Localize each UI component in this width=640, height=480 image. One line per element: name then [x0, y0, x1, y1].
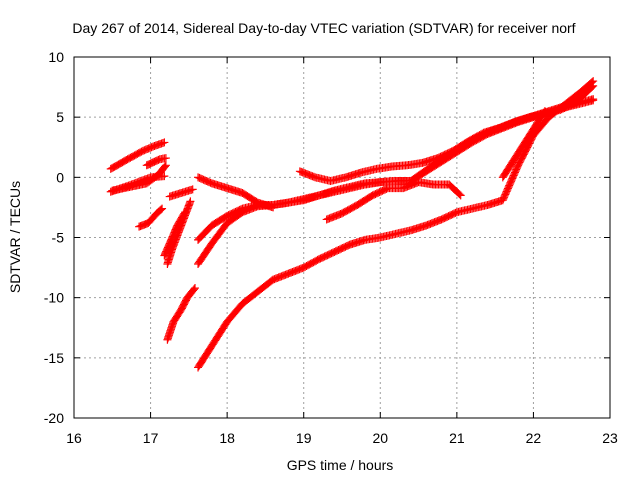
data-point: [160, 162, 169, 171]
series-8: [165, 185, 197, 201]
data-point: [540, 107, 549, 116]
x-tick-label: 17: [143, 430, 159, 446]
data-point: [455, 190, 464, 199]
data-marks: [106, 77, 598, 372]
y-tick-label: -10: [44, 290, 64, 306]
y-tick-labels: 10 5 0 -5 -10 -15 -20: [44, 49, 64, 426]
series-14: [295, 81, 598, 185]
x-tick-label: 19: [296, 430, 312, 446]
series-7: [160, 208, 190, 260]
series-4: [142, 154, 170, 170]
y-tick-label: 0: [56, 169, 64, 185]
data-point: [190, 285, 199, 294]
data-point: [456, 191, 465, 200]
x-tick-label: 21: [449, 430, 465, 446]
chart-title: Day 267 of 2014, Sidereal Day-to-day VTE…: [72, 20, 575, 36]
y-tick-label: -20: [44, 410, 64, 426]
y-tick-label: -15: [44, 350, 64, 366]
series-16: [498, 107, 549, 182]
data-point: [158, 204, 167, 213]
series-3: [108, 161, 170, 195]
data-point: [186, 197, 195, 206]
data-point: [161, 154, 170, 163]
x-axis-label: GPS time / hours: [287, 457, 394, 473]
y-tick-label: -5: [52, 230, 65, 246]
y-tick-label: 10: [48, 49, 64, 65]
data-point: [180, 209, 189, 218]
x-tick-label: 16: [66, 430, 82, 446]
data-point: [156, 205, 165, 214]
x-tick-labels: 16 17 18 19 20 21 22 23: [66, 430, 618, 446]
grid: [73, 56, 611, 419]
axis-ticks: [73, 56, 611, 419]
data-point: [540, 108, 549, 117]
x-tick-label: 18: [219, 430, 235, 446]
data-point: [161, 161, 170, 170]
x-tick-label: 23: [602, 430, 618, 446]
series-5: [135, 204, 167, 231]
x-tick-label: 20: [372, 430, 388, 446]
data-point: [588, 82, 597, 91]
data-point: [190, 284, 199, 293]
data-point: [188, 185, 197, 194]
series-15: [322, 178, 465, 224]
data-point: [589, 95, 598, 104]
series-13: [194, 173, 278, 212]
data-point: [589, 81, 598, 90]
series-1: [106, 138, 169, 173]
y-axis-label: SDTVAR / TECUs: [7, 181, 23, 293]
y-tick-label: 5: [56, 109, 64, 125]
series-9: [163, 284, 199, 344]
series-6: [163, 197, 195, 268]
x-tick-label: 22: [526, 430, 542, 446]
data-point: [269, 203, 278, 212]
data-point: [160, 172, 169, 181]
data-point: [160, 138, 169, 147]
data-point: [181, 208, 190, 217]
